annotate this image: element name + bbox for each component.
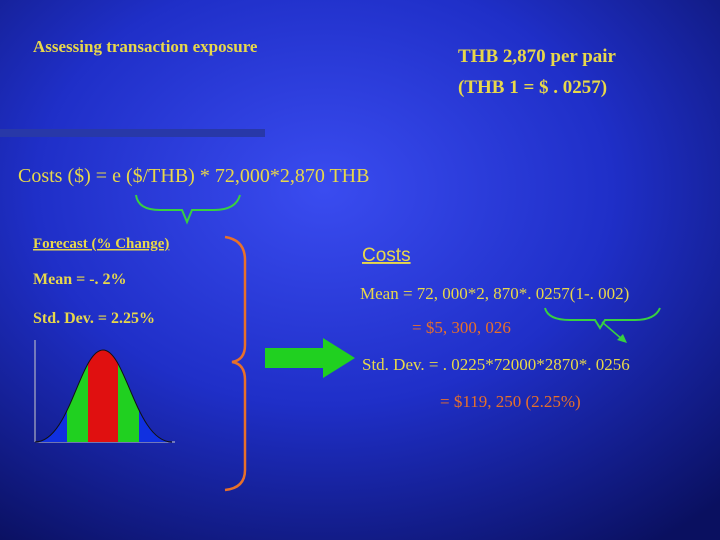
pointer-head: [617, 334, 627, 343]
bracket: [135, 194, 241, 225]
costs-heading: Costs: [362, 245, 411, 266]
costs-std-result: = $119, 250 (2.25%): [440, 392, 581, 411]
rate-line: (THB 1 = $ . 0257): [458, 77, 607, 98]
title: Assessing transaction exposure: [33, 37, 258, 56]
formula: Costs ($) = e ($/THB) * 72,000*2,870 THB: [18, 165, 369, 187]
divider-bar: [0, 129, 265, 137]
forecast-heading: Forecast (% Change): [33, 236, 169, 252]
forecast-std: Std. Dev. = 2.25%: [33, 310, 155, 327]
bracket: [544, 307, 661, 330]
costs-mean: Mean = 72, 000*2, 870*. 0257(1-. 002): [360, 284, 629, 303]
costs-std: Std. Dev. = . 0225*72000*2870*. 0256: [362, 355, 630, 374]
forecast-mean: Mean = -. 2%: [33, 271, 127, 288]
brace: [224, 235, 247, 492]
costs-mean-result: = $5, 300, 026: [412, 318, 511, 337]
rate-line: THB 2,870 per pair: [458, 46, 617, 67]
pointer: [601, 321, 624, 341]
arrow: [265, 338, 355, 378]
